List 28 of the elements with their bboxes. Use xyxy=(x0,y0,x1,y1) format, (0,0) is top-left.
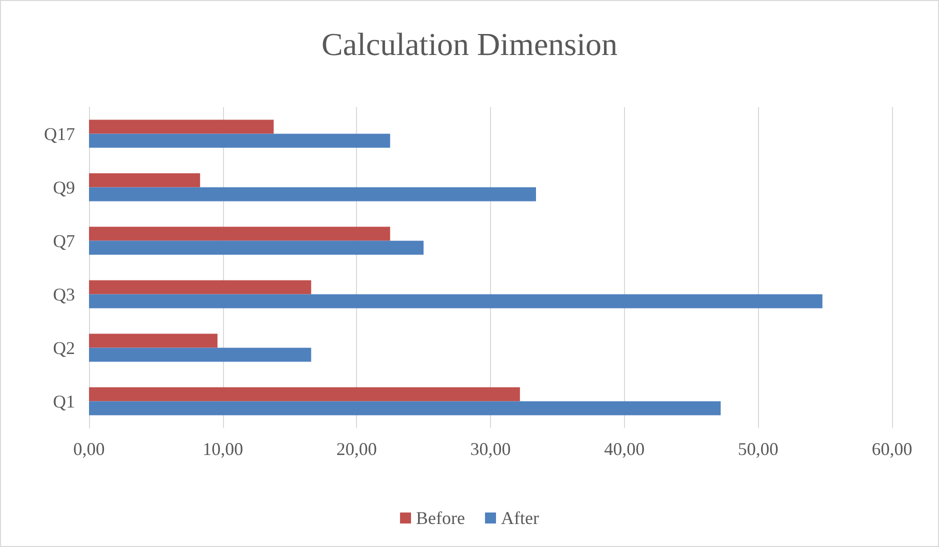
bar xyxy=(89,280,312,294)
x-tick-label: 20,00 xyxy=(336,439,377,459)
bar xyxy=(89,387,520,402)
y-tick-label: Q17 xyxy=(44,124,75,144)
bar xyxy=(89,187,536,202)
y-tick-label: Q3 xyxy=(53,284,75,304)
bar xyxy=(89,120,274,134)
bar xyxy=(89,226,390,241)
x-tick-label: 30,00 xyxy=(470,439,511,459)
x-tick-label: 10,00 xyxy=(202,439,244,459)
x-tick-label: 40,00 xyxy=(604,439,645,459)
bar xyxy=(89,240,424,255)
x-tick-label: 50,00 xyxy=(738,439,778,459)
bar xyxy=(89,173,200,188)
x-tick-label: 0,00 xyxy=(73,439,105,459)
y-tick-label: Q9 xyxy=(53,177,75,198)
bar xyxy=(89,348,312,362)
bar xyxy=(89,401,721,416)
chart-title: Calculation Dimension xyxy=(322,26,618,62)
y-tick-label: Q2 xyxy=(53,338,75,358)
bar xyxy=(89,334,218,348)
y-tick-label: Q1 xyxy=(53,391,75,412)
y-tick-label: Q7 xyxy=(53,230,75,251)
x-tick-label: 60,00 xyxy=(872,439,912,459)
legend-label: After xyxy=(501,508,539,528)
bar xyxy=(89,294,822,308)
bar xyxy=(89,134,390,148)
legend-label: Before xyxy=(416,508,466,528)
